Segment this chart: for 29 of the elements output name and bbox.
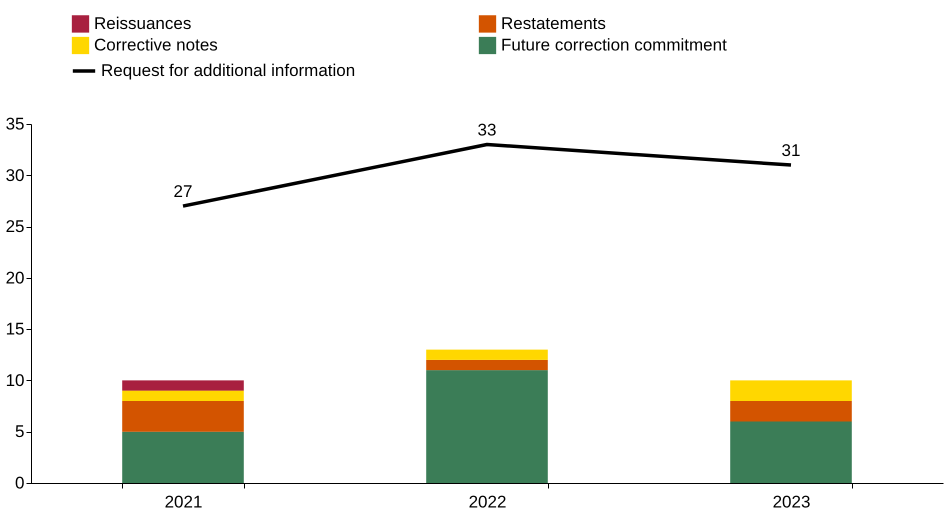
legend-label: Request for additional information (101, 61, 356, 80)
bar (730, 421, 852, 483)
y-tick-label: 20 (6, 268, 24, 288)
y-tick-label: 0 (15, 474, 24, 492)
x-tick-label: 2022 (468, 492, 506, 512)
legend-label: Reissuances (94, 14, 192, 33)
bar (426, 350, 548, 360)
data-label: 27 (174, 182, 192, 202)
bar (122, 390, 244, 401)
y-tick-label: 15 (6, 320, 24, 339)
bar (730, 380, 852, 401)
bar (426, 370, 548, 483)
data-label: 31 (782, 141, 800, 160)
data-label: 33 (478, 120, 496, 140)
y-tick-label: 25 (6, 217, 24, 236)
bar (426, 360, 548, 370)
x-tick-label: 2021 (164, 492, 202, 512)
bar (122, 400, 244, 432)
y-tick-label: 30 (6, 166, 24, 185)
y-tick-label: 5 (15, 422, 24, 442)
bar (122, 432, 244, 483)
bar (730, 400, 852, 422)
y-tick-label: 10 (6, 370, 24, 390)
legend-label: Future correction commitment (501, 36, 728, 54)
bar (122, 380, 244, 391)
legend-label: Restatements (501, 14, 606, 33)
x-tick-label: 2023 (772, 492, 810, 512)
y-tick-label: 35 (6, 114, 24, 134)
legend-label: Corrective notes (94, 36, 218, 54)
